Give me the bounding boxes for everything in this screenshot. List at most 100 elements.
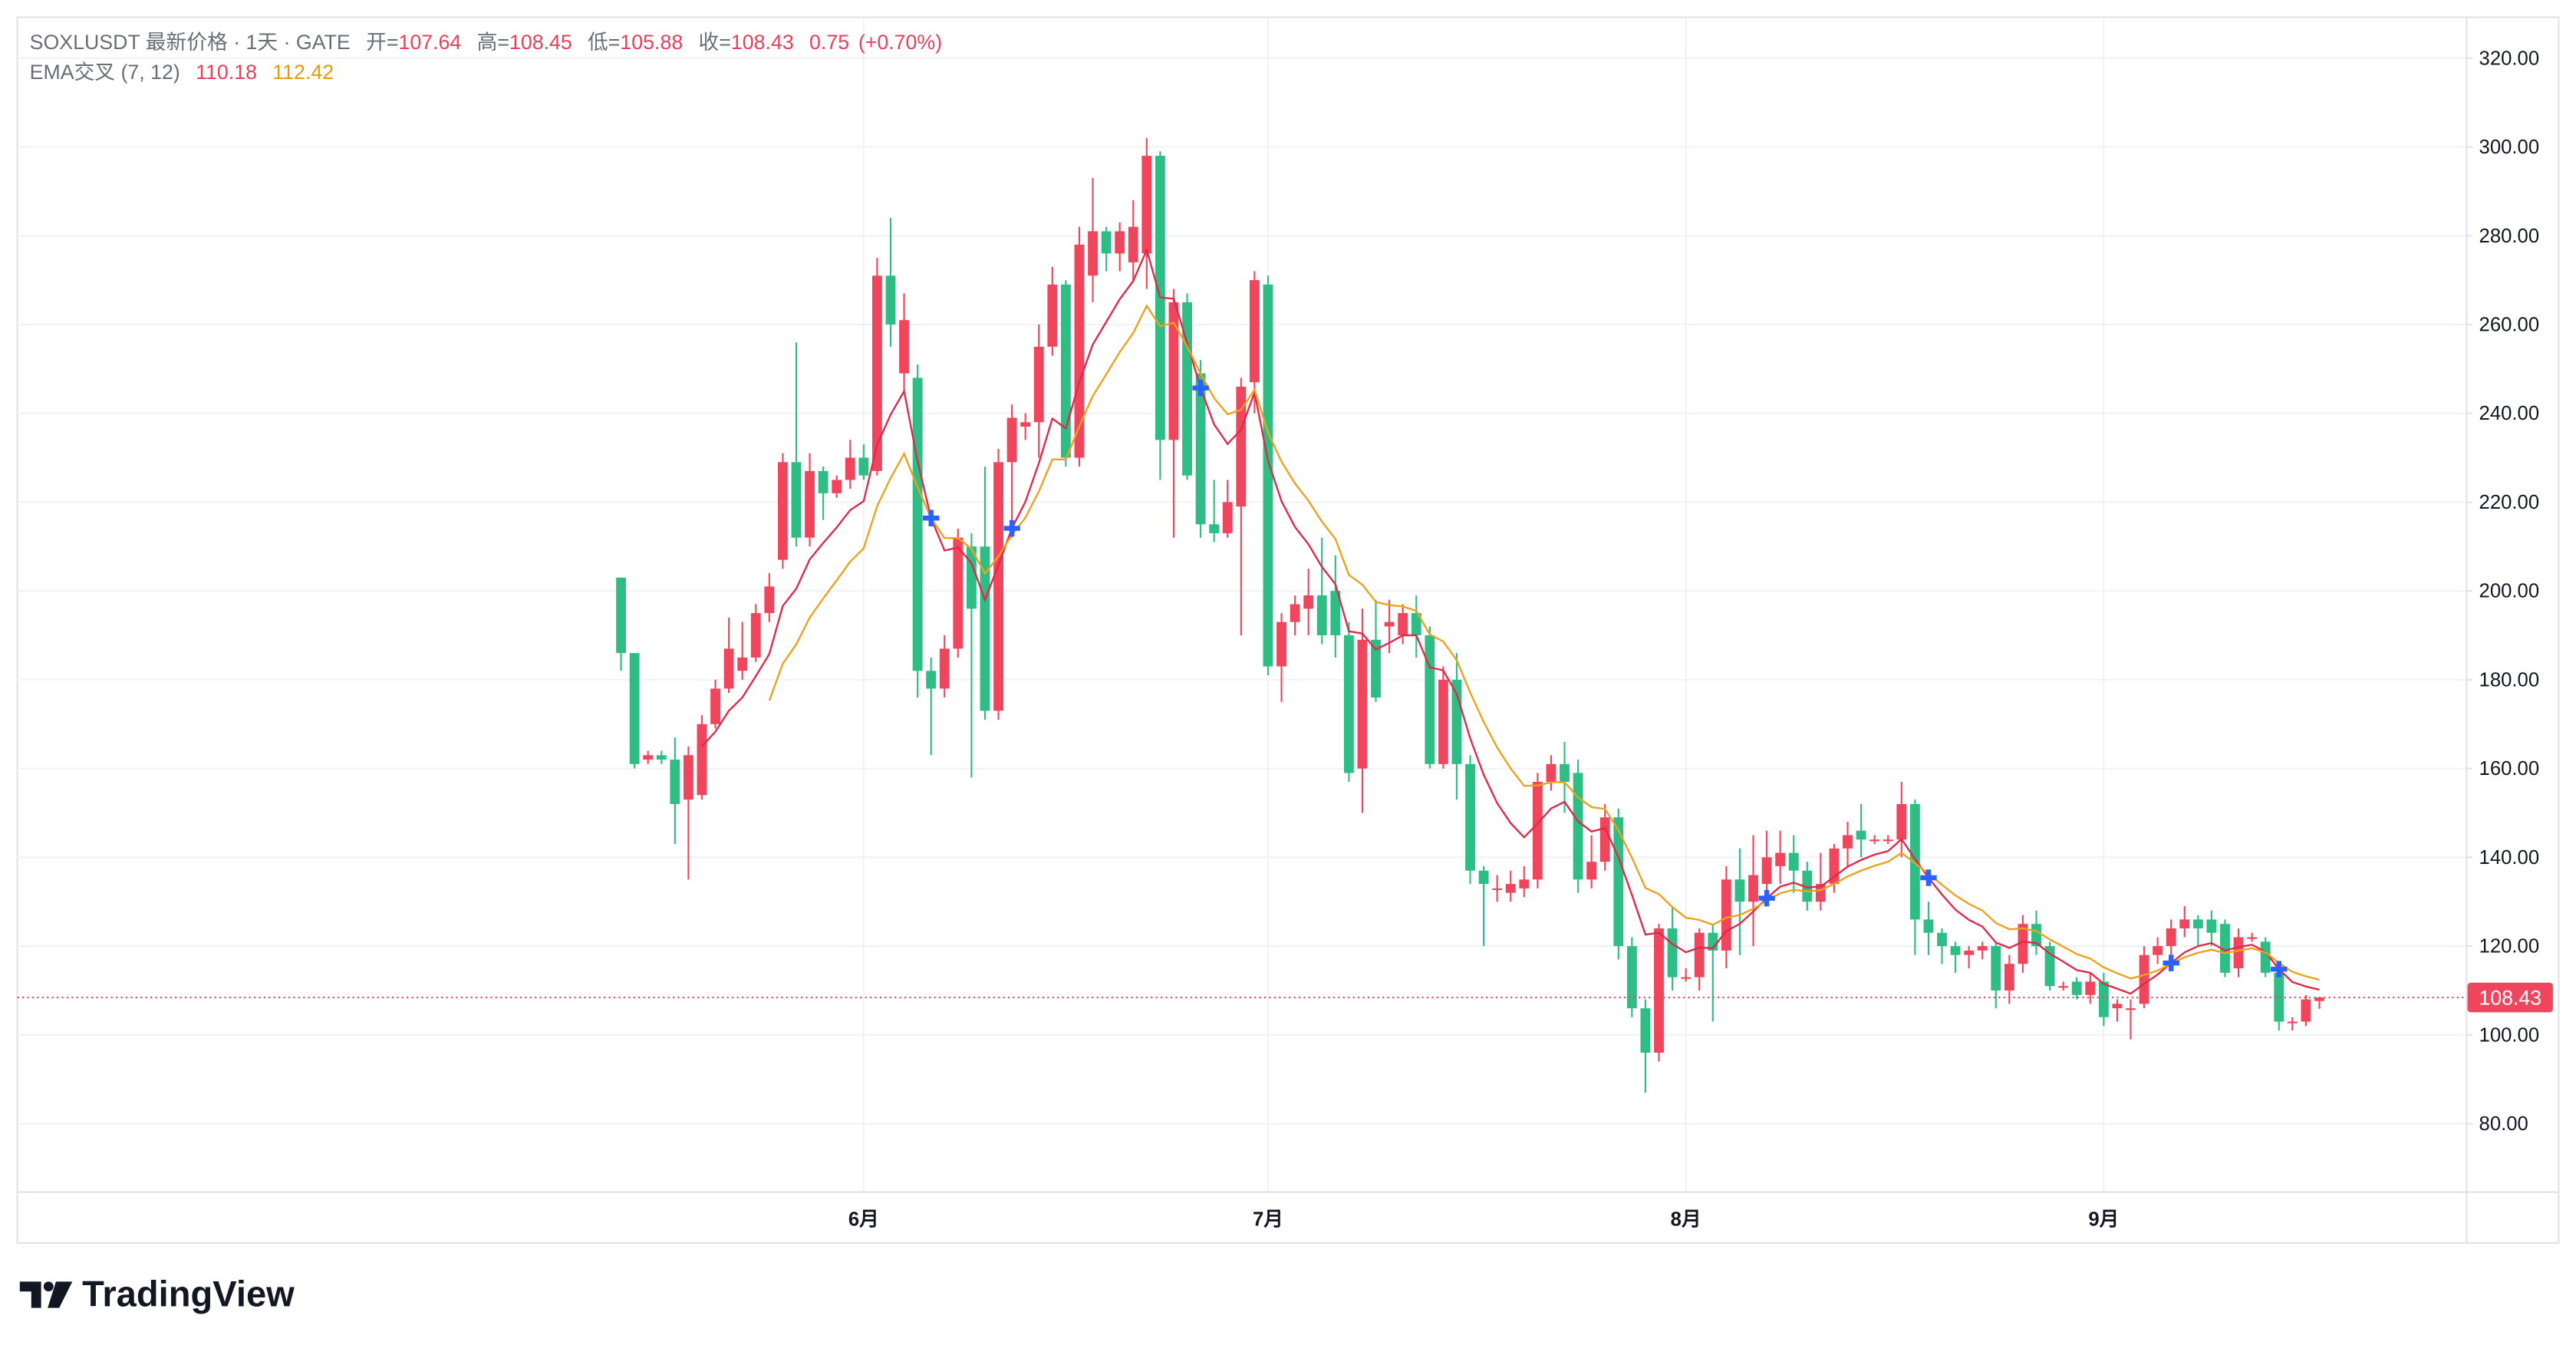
candle-body bbox=[2126, 1008, 2136, 1010]
candle-body bbox=[1991, 946, 2001, 991]
ema-line bbox=[701, 247, 2320, 995]
legend-header: SOXLUSDT 最新价格 · 1天 · GATE 开=107.64 高=108… bbox=[30, 31, 942, 54]
ema-cross-marker bbox=[2163, 954, 2179, 971]
candle-body bbox=[1263, 284, 1273, 667]
candle-body bbox=[1330, 591, 1341, 636]
logo: TradingView bbox=[19, 1273, 295, 1314]
candle-body bbox=[1681, 977, 1692, 979]
y-tick-label: 200.00 bbox=[2479, 581, 2540, 602]
high-value: 108.45 bbox=[509, 31, 572, 54]
candle-body bbox=[1182, 302, 1192, 476]
candle-body bbox=[1560, 763, 1570, 783]
candle-body bbox=[1168, 302, 1179, 440]
candle-body bbox=[1020, 422, 1031, 427]
candle-body bbox=[616, 577, 626, 654]
candle-body bbox=[1357, 639, 1368, 769]
x-tick-label: 7月 bbox=[1253, 1209, 1283, 1231]
x-tick-label: 9月 bbox=[2088, 1209, 2119, 1231]
candle-body bbox=[2192, 919, 2203, 928]
last-price-tag bbox=[2467, 982, 2553, 1013]
candle-body bbox=[656, 755, 667, 760]
candle-body bbox=[2206, 919, 2217, 933]
candle-body bbox=[1856, 830, 1866, 840]
candle-body bbox=[912, 377, 923, 671]
candle-body bbox=[953, 537, 964, 649]
candle-body bbox=[1141, 156, 1152, 254]
candle-body bbox=[2071, 981, 2082, 995]
candle-body bbox=[1532, 782, 1543, 880]
grid bbox=[17, 17, 2466, 1192]
candle-body bbox=[980, 546, 990, 711]
candle-body bbox=[710, 688, 720, 724]
open-value: 107.64 bbox=[398, 31, 461, 54]
candle-body bbox=[737, 657, 748, 671]
candle-body bbox=[1033, 346, 1044, 423]
candle-body bbox=[1586, 862, 1597, 880]
candle-body bbox=[2166, 928, 2176, 947]
candle-body bbox=[2274, 972, 2284, 1022]
candle-body bbox=[939, 648, 950, 689]
y-tick-label: 260.00 bbox=[2479, 315, 2540, 336]
close-value: 108.43 bbox=[731, 31, 794, 54]
candle-body bbox=[2153, 946, 2163, 955]
indicator-name: EMA交叉 (7, 12) bbox=[30, 61, 180, 84]
candle-body bbox=[723, 648, 734, 689]
ema-cross-marker bbox=[2271, 961, 2288, 977]
candle-body bbox=[1937, 932, 1947, 947]
candle-body bbox=[1640, 1008, 1651, 1053]
symbol-title: SOXLUSDT 最新价格 · 1天 · GATE bbox=[30, 31, 351, 54]
candle-body bbox=[966, 546, 977, 609]
candle-body bbox=[1950, 946, 1961, 955]
candle-body bbox=[1411, 613, 1421, 636]
candle-body bbox=[1654, 928, 1664, 1053]
candle-body bbox=[2247, 937, 2258, 939]
candle-body bbox=[1667, 928, 1678, 977]
ema-cross-marker bbox=[1758, 889, 1775, 907]
candle-body bbox=[993, 462, 1003, 711]
brand-name: TradingView bbox=[82, 1273, 295, 1314]
candle-body bbox=[683, 755, 693, 800]
ema-line bbox=[768, 304, 2320, 981]
ema-cross-marker bbox=[1192, 379, 1209, 397]
candle-body bbox=[1276, 621, 1286, 667]
candle-body bbox=[1047, 284, 1058, 347]
high-label: 高= bbox=[477, 31, 509, 54]
candle-body bbox=[2004, 964, 2014, 991]
candle-body bbox=[899, 320, 909, 374]
y-tick-label: 160.00 bbox=[2479, 758, 2540, 780]
candle-body bbox=[2139, 954, 2149, 1004]
candle-body bbox=[629, 653, 640, 764]
y-tick-label: 120.00 bbox=[2479, 936, 2540, 958]
candle-body bbox=[845, 457, 855, 480]
candle-body bbox=[1209, 524, 1220, 533]
candle-body bbox=[832, 480, 842, 493]
candle-body bbox=[1438, 679, 1448, 764]
ema-cross-marker bbox=[922, 509, 940, 526]
open-label: 开= bbox=[366, 31, 398, 54]
candle-body bbox=[1115, 231, 1125, 254]
candle-body bbox=[1599, 817, 1610, 862]
candle-body bbox=[1465, 763, 1475, 871]
change-value: 0.75 bbox=[809, 31, 849, 54]
candle-body bbox=[1088, 231, 1098, 276]
candle-body bbox=[1802, 870, 1813, 902]
candle-body bbox=[1303, 595, 1314, 609]
candle-body bbox=[1883, 839, 1893, 842]
indicator-legend: EMA交叉 (7, 12) 110.18 112.42 bbox=[30, 61, 334, 84]
candle-body bbox=[2220, 924, 2230, 973]
candle-body bbox=[1249, 280, 1260, 383]
candle-body bbox=[1371, 639, 1381, 698]
candle-body bbox=[1964, 950, 1975, 955]
candle-body bbox=[1869, 839, 1880, 842]
candle-body bbox=[1923, 919, 1934, 933]
candle-body bbox=[1761, 857, 1772, 885]
change-percent: (+0.70%) bbox=[858, 31, 942, 54]
candle-body bbox=[1425, 635, 1435, 764]
y-tick-label: 140.00 bbox=[2479, 847, 2540, 869]
candle-body bbox=[885, 275, 896, 325]
candle-body bbox=[1977, 946, 1988, 951]
candle-body bbox=[1384, 621, 1395, 627]
ema-cross-marker bbox=[1003, 519, 1020, 537]
candle-body bbox=[858, 457, 869, 476]
candle-body bbox=[791, 462, 802, 538]
